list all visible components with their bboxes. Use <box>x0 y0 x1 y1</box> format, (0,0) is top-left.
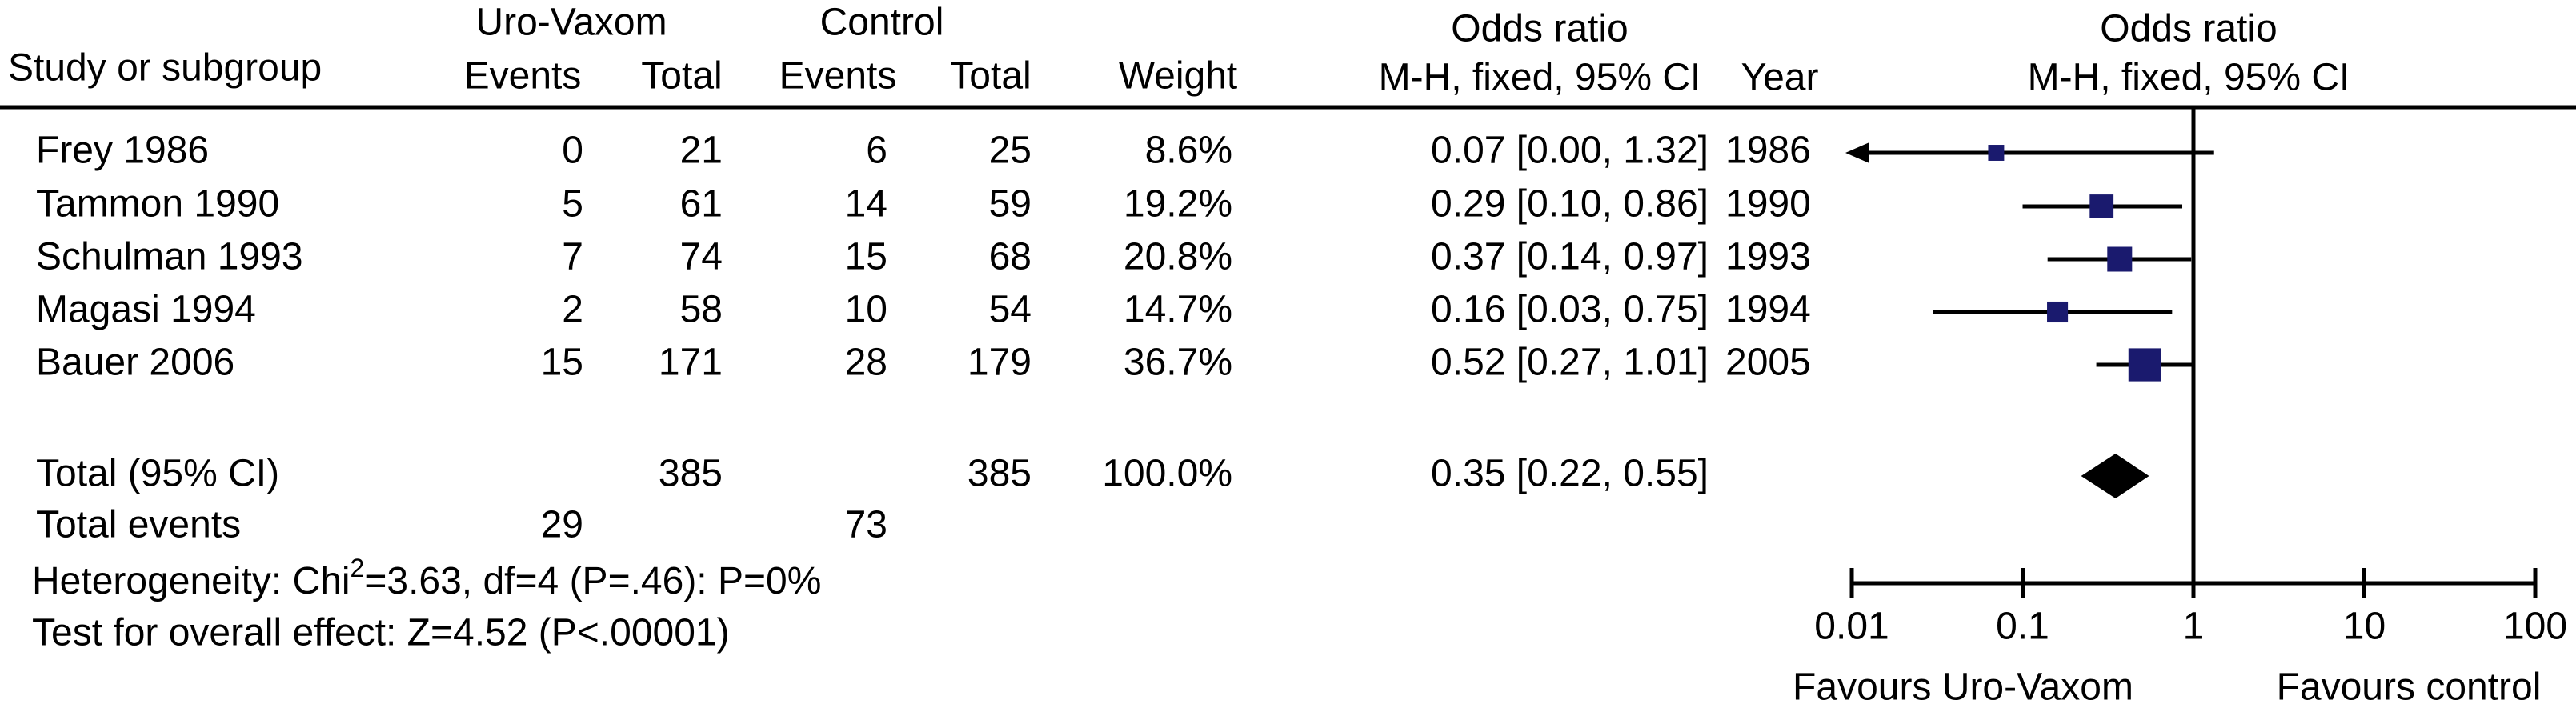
cell: 68 <box>989 236 1032 278</box>
cell: 1994 <box>1725 289 1811 331</box>
cell: 1990 <box>1725 183 1811 226</box>
cell: 14.7% <box>1124 289 1232 331</box>
cell: 2005 <box>1725 342 1811 384</box>
cell: 36.7% <box>1124 342 1232 384</box>
cell: 73 <box>845 504 887 546</box>
cell: 6 <box>866 130 887 172</box>
column-header: M-H, fixed, 95% CI <box>1379 57 1701 99</box>
cell: 1993 <box>1725 236 1811 278</box>
overall-effect: Test for overall effect: Z=4.52 (P<.0000… <box>32 612 730 654</box>
heterogeneity-text: Heterogeneity: Chi <box>32 560 351 602</box>
study-name: Frey 1986 <box>36 130 209 172</box>
cell: 8.6% <box>1145 130 1232 172</box>
column-header: M-H, fixed, 95% CI <box>2028 57 2350 99</box>
cell: 54 <box>989 289 1032 331</box>
group-header: Control <box>820 2 944 44</box>
cell: 29 <box>541 504 583 546</box>
study-square <box>2107 246 2133 272</box>
cell: 25 <box>989 130 1032 172</box>
cell: 100.0% <box>1102 453 1232 495</box>
group-header: Uro-Vaxom <box>475 2 667 44</box>
study-name: Schulman 1993 <box>36 236 303 278</box>
study-square <box>1988 145 2005 161</box>
column-header: Total <box>950 55 1031 98</box>
cell: 0.16 [0.03, 0.75] <box>1431 289 1709 331</box>
cell: 61 <box>680 183 723 226</box>
study-name: Bauer 2006 <box>36 342 234 384</box>
cell: 21 <box>680 130 723 172</box>
study-name: Tammon 1990 <box>36 183 279 226</box>
cell: 74 <box>680 236 723 278</box>
column-header: Odds ratio <box>1451 8 1628 50</box>
column-header: Events <box>464 55 582 98</box>
cell: 7 <box>562 236 583 278</box>
column-header: Weight <box>1119 55 1238 98</box>
study-name: Total events <box>36 504 241 546</box>
cell: 28 <box>845 342 887 384</box>
cell: 0.52 [0.27, 1.01] <box>1431 342 1709 384</box>
cell: 20.8% <box>1124 236 1232 278</box>
column-header: Events <box>779 55 897 98</box>
x-tick-label: 0.01 <box>1814 606 1889 648</box>
cell: 0.29 [0.10, 0.86] <box>1431 183 1709 226</box>
study-name: Total (95% CI) <box>36 453 279 495</box>
study-square <box>2047 301 2069 323</box>
x-label-left: Favours Uro-Vaxom <box>1793 666 2133 709</box>
superscript: 2 <box>351 554 365 582</box>
cell: 5 <box>562 183 583 226</box>
cell: 385 <box>659 453 723 495</box>
cell: 0.35 [0.22, 0.55] <box>1431 453 1709 495</box>
column-header: Odds ratio <box>2100 8 2277 50</box>
heterogeneity-text: =3.63, df=4 (P=.46): P=0% <box>364 560 821 602</box>
cell: 2 <box>562 289 583 331</box>
x-tick-label: 1 <box>2183 606 2205 648</box>
cell: 19.2% <box>1124 183 1232 226</box>
study-name: Magasi 1994 <box>36 289 256 331</box>
cell: 14 <box>845 183 887 226</box>
cell: 0.37 [0.14, 0.97] <box>1431 236 1709 278</box>
cell: 59 <box>989 183 1032 226</box>
cell: 1986 <box>1725 130 1811 172</box>
x-tick-label: 0.1 <box>1996 606 2049 648</box>
cell: 15 <box>845 236 887 278</box>
ci-arrow <box>1845 142 1869 163</box>
cell: 385 <box>968 453 1032 495</box>
cell: 179 <box>968 342 1032 384</box>
column-header: Year <box>1741 57 1819 99</box>
cell: 0 <box>562 130 583 172</box>
x-tick-label: 10 <box>2343 606 2386 648</box>
study-square <box>2128 348 2161 382</box>
cell: 10 <box>845 289 887 331</box>
study-square <box>2089 194 2114 218</box>
cell: 171 <box>659 342 723 384</box>
x-tick-label: 100 <box>2503 606 2567 648</box>
cell: 0.07 [0.00, 1.32] <box>1431 130 1709 172</box>
column-header: Total <box>641 55 722 98</box>
cell: 15 <box>541 342 583 384</box>
x-label-right: Favours control <box>2277 666 2542 709</box>
heterogeneity: Heterogeneity: Chi2=3.63, df=4 (P=.46): … <box>32 554 821 602</box>
cell: 58 <box>680 289 723 331</box>
total-diamond <box>2081 454 2149 498</box>
column-header: Study or subgroup <box>8 47 322 90</box>
